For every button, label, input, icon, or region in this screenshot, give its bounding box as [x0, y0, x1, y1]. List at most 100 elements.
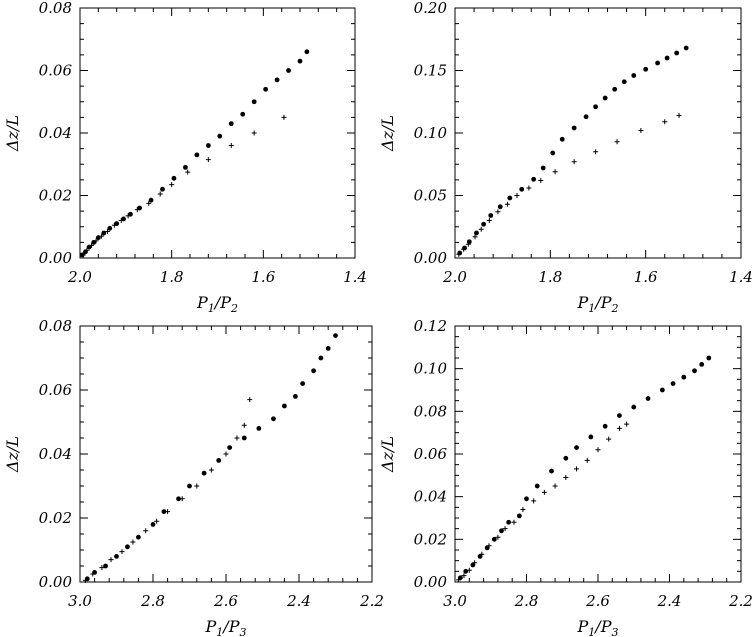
data-point-dot [256, 426, 262, 431]
data-point-plus [241, 422, 247, 428]
data-point-dot [282, 403, 287, 409]
data-point-dot [531, 176, 537, 182]
data-point-plus [146, 200, 152, 206]
data-point-dot [183, 164, 188, 170]
data-point-dot [107, 225, 113, 231]
data-point-plus [574, 466, 580, 472]
data-point-dot [484, 545, 490, 551]
data-point-dot [559, 136, 565, 142]
data-point-plus [676, 113, 682, 118]
data-point-dot [571, 125, 577, 131]
y-tick-label: 0.12 [414, 317, 447, 335]
data-point-dot [205, 143, 211, 148]
data-point-plus [472, 560, 478, 566]
y-tick-label: 0.04 [414, 488, 447, 506]
data-point-plus [526, 185, 532, 191]
x-tick-label: 2.2 [728, 592, 753, 610]
y-axis-title: Δz/L [3, 436, 22, 473]
data-point-plus [111, 222, 117, 228]
plot-frame [454, 325, 742, 583]
data-point-plus [169, 182, 175, 188]
data-point-dot [692, 368, 697, 374]
data-point-dot [507, 195, 513, 201]
y-axis-title: Δz/L [378, 436, 397, 473]
data-point-plus [624, 421, 630, 427]
x-tick-label: 1.4 [729, 268, 753, 286]
data-point-plus [281, 114, 287, 120]
data-point-dot [574, 445, 579, 450]
data-point-dot [463, 568, 469, 574]
data-point-dot [171, 175, 177, 181]
x-axis-title: P1/P2 [577, 293, 619, 315]
data-point-dot [241, 435, 247, 441]
data-point-dot [540, 165, 546, 171]
data-point-plus [504, 201, 510, 207]
data-point-plus [165, 509, 171, 515]
y-tick-label: 0.08 [39, 0, 72, 17]
data-point-plus [538, 178, 544, 183]
data-point-dot [699, 362, 705, 367]
data-point-dot [602, 423, 608, 429]
data-point-dot [550, 150, 556, 156]
y-tick-label: 0.15 [414, 62, 447, 80]
data-point-plus [108, 557, 114, 563]
data-point-plus [614, 139, 620, 145]
data-point-dot [491, 536, 497, 542]
data-point-dot [706, 355, 712, 361]
data-point-dot [477, 554, 483, 559]
y-tick-label: 0.06 [414, 445, 448, 463]
data-point-plus [495, 534, 501, 540]
data-point-dot [670, 381, 676, 386]
data-point-plus [502, 526, 508, 532]
data-point-dot [664, 55, 670, 61]
data-point-plus [119, 549, 125, 555]
data-point-plus [90, 571, 96, 577]
data-point-plus [495, 209, 501, 215]
data-point-dot [563, 455, 569, 461]
data-point-plus [571, 159, 577, 165]
data-point-plus [606, 436, 612, 442]
data-point-dot [311, 368, 316, 374]
data-point-dot [297, 58, 303, 64]
data-point-dot [643, 66, 649, 72]
data-point-dot [645, 396, 651, 401]
data-point-plus [99, 233, 105, 239]
x-axis-title: P1/P3 [577, 617, 619, 637]
data-point-dot [683, 45, 689, 51]
data-point-plus [552, 169, 558, 175]
data-point-dot [286, 68, 291, 73]
x-axis-title: P1/P3 [205, 617, 247, 637]
x-tick-label: 2.4 [286, 592, 311, 610]
data-point-plus [205, 157, 211, 163]
data-point-dot [549, 468, 554, 474]
x-tick-label: 2.8 [514, 592, 539, 610]
data-point-plus [80, 252, 86, 258]
data-point-dot [516, 513, 522, 519]
data-point-dot [318, 355, 324, 361]
data-point-plus [593, 149, 599, 155]
x-tick-label: 2.0 [67, 268, 92, 286]
data-point-dot [333, 333, 338, 338]
data-point-dot [194, 152, 200, 158]
data-point-dot [534, 483, 540, 489]
data-point-dot [201, 470, 207, 476]
y-tick-label: 0.00 [39, 249, 73, 267]
x-tick-label: 2.6 [213, 592, 238, 610]
y-tick-label: 0.02 [414, 530, 447, 548]
data-point-plus [486, 218, 492, 223]
x-tick-label: 1.6 [634, 268, 658, 286]
x-tick-label: 2.8 [140, 592, 165, 610]
data-point-plus [638, 128, 644, 133]
data-point-plus [234, 435, 240, 441]
data-point-plus [456, 577, 462, 583]
data-point-dot [217, 133, 223, 139]
data-point-plus [511, 519, 517, 525]
data-point-dot [524, 496, 529, 502]
data-point-plus [157, 191, 163, 197]
data-point-plus [82, 577, 88, 583]
y-tick-label: 0.04 [39, 445, 72, 463]
data-point-plus [185, 169, 191, 175]
data-point-dot [583, 114, 589, 120]
x-tick-label: 1.8 [160, 268, 184, 286]
